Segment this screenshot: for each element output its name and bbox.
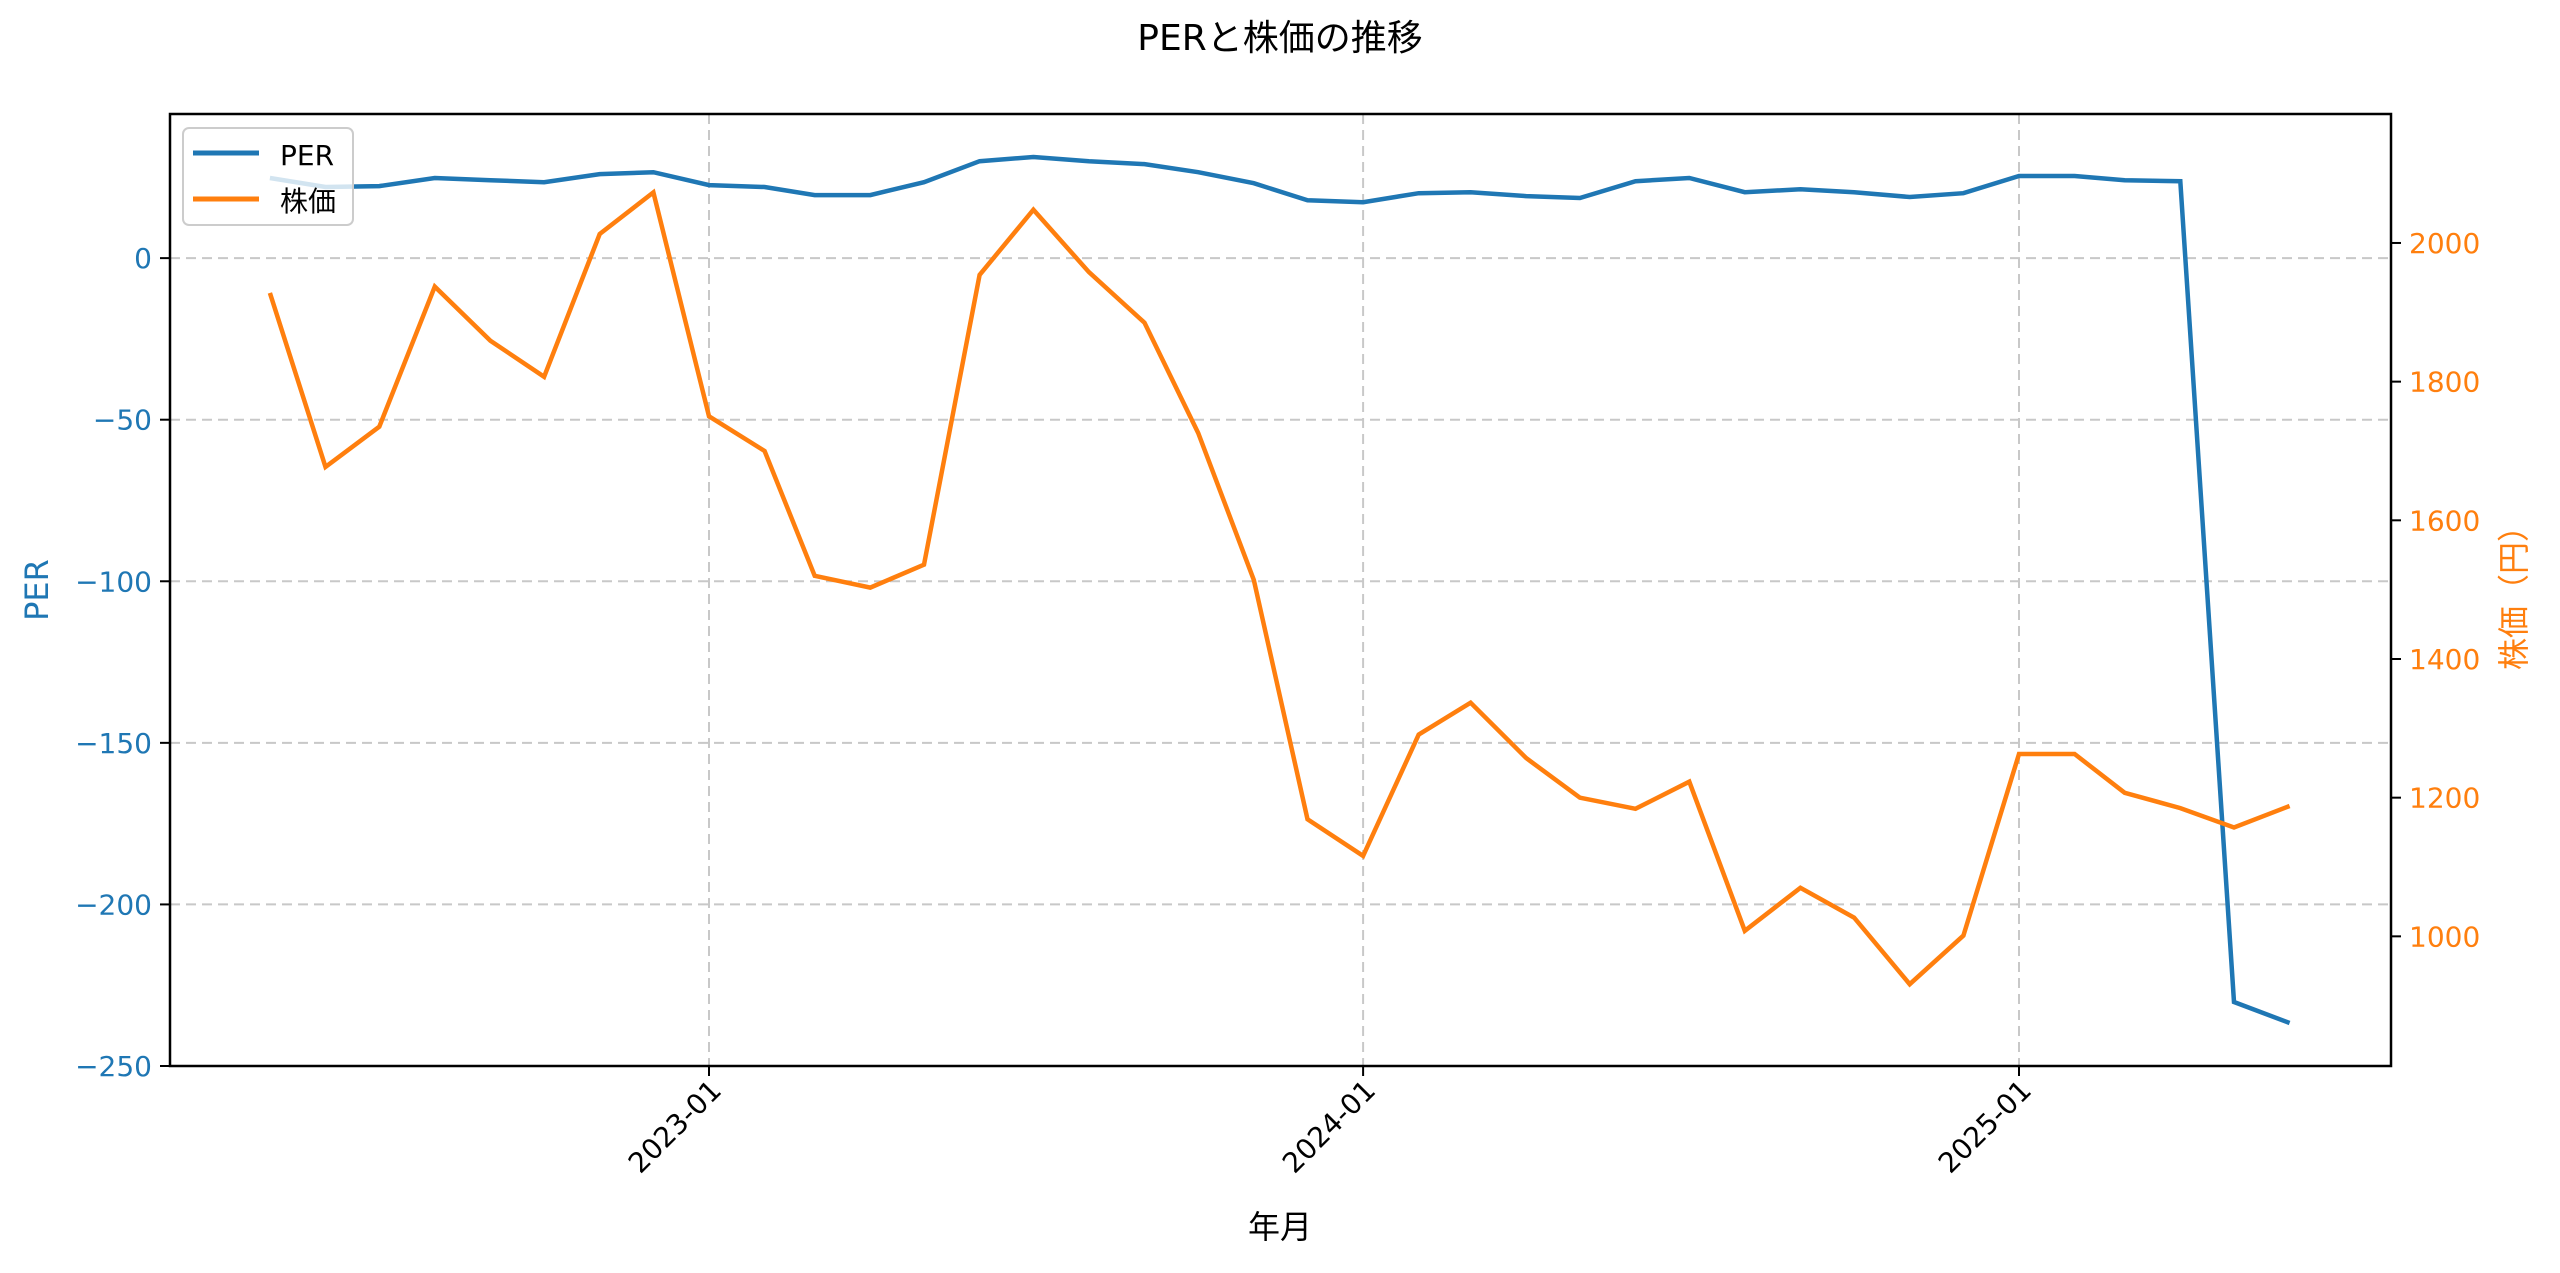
left-tick-label: 0 [134, 242, 152, 275]
left-tick-label: −250 [75, 1050, 152, 1083]
legend-per-label: PER [280, 139, 334, 172]
series-lines [267, 154, 2291, 1026]
left-tick-label: −150 [75, 727, 152, 760]
x-tick-label: 2024-01 [1276, 1074, 1382, 1180]
x-tick-label: 2023-01 [622, 1074, 728, 1180]
right-tick-label: 1200 [2409, 782, 2480, 815]
right-tick-label: 1400 [2409, 643, 2480, 676]
series-line-per [269, 154, 2291, 1026]
series-line-stock-price [267, 188, 2291, 988]
y-axis-right-label: 株価（円） [2495, 510, 2533, 670]
left-y-axis: 0 −50 −100 −150 −200 −250 [75, 242, 170, 1083]
right-tick-label: 1800 [2409, 366, 2480, 399]
right-y-axis: 1000 1200 1400 1600 1800 2000 [2391, 227, 2480, 953]
legend-stock-label: 株価 [280, 185, 336, 218]
plot-area-frame [168, 112, 2393, 1068]
left-tick-label: −200 [75, 888, 152, 921]
legend: PER 株価 [182, 127, 354, 226]
left-tick-label: −100 [75, 565, 152, 598]
right-tick-label: 2000 [2409, 227, 2480, 260]
chart-title: PERと株価の推移 [1137, 18, 1422, 59]
y-axis-left-label: PER [18, 559, 56, 621]
x-axis: 2023-01 2024-01 2025-01 [622, 1066, 2038, 1180]
left-tick-label: −50 [93, 404, 152, 437]
right-tick-label: 1600 [2409, 504, 2480, 537]
grid-lines [170, 114, 2391, 1066]
x-tick-label: 2025-01 [1932, 1074, 2038, 1180]
right-tick-label: 1000 [2409, 920, 2480, 953]
x-axis-label: 年月 [1248, 1208, 1312, 1246]
